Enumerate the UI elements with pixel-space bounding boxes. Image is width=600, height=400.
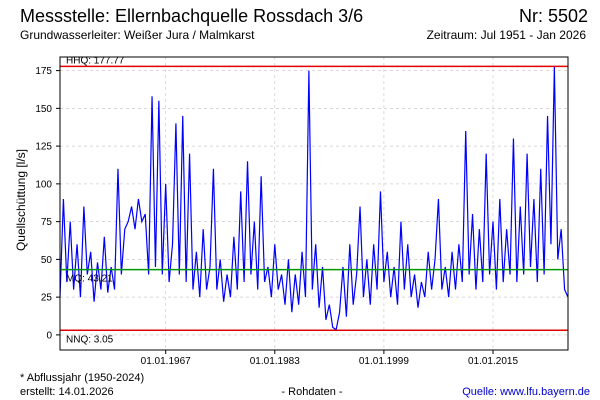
data-note: - Rohdaten - — [281, 386, 342, 398]
y-tick-label: 100 — [35, 179, 52, 190]
y-axis-label: Quellschüttung [l/s] — [14, 149, 28, 251]
reference-label: HHQ: 177.77 — [66, 55, 125, 66]
y-tick-label: 150 — [35, 104, 52, 115]
y-tick-label: 175 — [35, 66, 52, 77]
plot-frame — [59, 56, 569, 351]
chart-title: Messstelle: Ellernbachquelle Rossdach 3/… — [20, 6, 363, 26]
y-tick-label: 125 — [35, 142, 52, 153]
footnote: * Abflussjahr (1950-2024) — [20, 372, 144, 384]
x-tick-label: 01.01.2015 — [468, 356, 518, 367]
y-tick-label: 75 — [41, 217, 53, 228]
x-tick-label: 01.01.1999 — [359, 356, 409, 367]
y-tick-label: 25 — [41, 293, 53, 304]
reference-label: NNQ: 3.05 — [66, 334, 114, 345]
data-line — [59, 66, 569, 331]
y-tick-label: 0 — [46, 330, 52, 341]
x-tick-label: 01.01.1967 — [141, 356, 191, 367]
x-tick-label: 01.01.1983 — [250, 356, 300, 367]
subtitle-left: Grundwasserleiter: Weißer Jura / Malmkar… — [20, 28, 255, 42]
subtitle-right: Zeitraum: Jul 1951 - Jan 2026 — [427, 28, 587, 42]
reference-label: MQ: 43.21 — [66, 274, 113, 285]
plot-area — [60, 57, 568, 350]
source: Quelle: www.lfu.bayern.de — [462, 386, 590, 398]
created-date: erstellt: 14.01.2026 — [20, 386, 114, 398]
y-tick-label: 50 — [41, 255, 53, 266]
station-number: Nr: 5502 — [519, 6, 588, 26]
